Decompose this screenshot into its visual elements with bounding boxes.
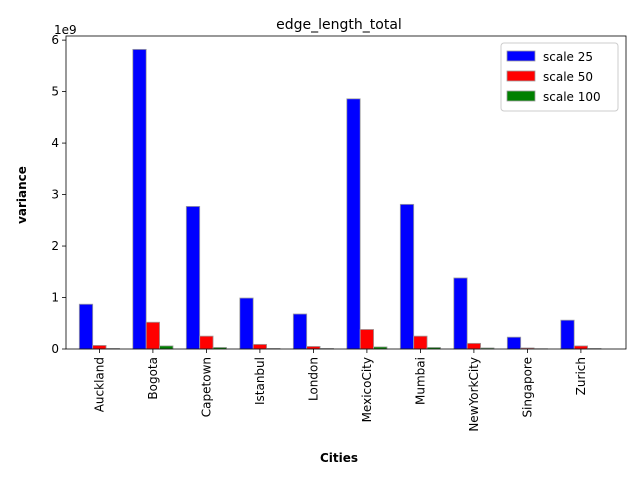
legend-swatch bbox=[507, 71, 535, 81]
x-tick-label: Auckland bbox=[92, 357, 106, 412]
y-tick-label: 0 bbox=[51, 342, 59, 356]
y-axis-label: variance bbox=[15, 166, 29, 224]
x-tick-label: Zurich bbox=[574, 357, 588, 395]
legend: scale 25 scale 50 scale 100 bbox=[501, 43, 618, 111]
x-tick-label: MexicoCity bbox=[360, 357, 374, 422]
legend-swatch bbox=[507, 51, 535, 61]
bar-scale-50-zurich bbox=[574, 346, 587, 349]
bar-scale-25-bogota bbox=[133, 49, 146, 349]
y-tick-label: 2 bbox=[51, 239, 59, 253]
bar-scale-25-auckland bbox=[79, 304, 92, 349]
bar-scale-25-zurich bbox=[561, 320, 574, 349]
y-tick-label: 1 bbox=[51, 291, 59, 305]
x-tick-label: NewYorkCity bbox=[467, 357, 481, 432]
chart-title: edge_length_total bbox=[276, 17, 402, 33]
bar-scale-50-auckland bbox=[93, 345, 106, 349]
legend-label: scale 25 bbox=[543, 50, 593, 64]
bar-scale-25-mumbai bbox=[400, 204, 413, 349]
y-tick-label: 3 bbox=[51, 188, 59, 202]
bar-scale-50-bogota bbox=[146, 322, 159, 349]
x-tick-label: Capetown bbox=[199, 357, 213, 417]
legend-label: scale 50 bbox=[543, 70, 593, 84]
x-tick-label: Bogota bbox=[146, 357, 160, 400]
bar-scale-50-mexicocity bbox=[360, 329, 373, 349]
legend-label: scale 100 bbox=[543, 90, 601, 104]
y-multiplier-label: 1e9 bbox=[54, 23, 77, 37]
x-tick-label: Singapore bbox=[520, 357, 534, 418]
bar-scale-50-istanbul bbox=[253, 344, 266, 349]
legend-swatch bbox=[507, 91, 535, 101]
bar-scale-50-capetown bbox=[200, 336, 213, 349]
bar-scale-100-bogota bbox=[160, 346, 173, 349]
x-axis-label: Cities bbox=[320, 451, 358, 465]
bar-scale-50-newyorkcity bbox=[467, 343, 480, 349]
y-tick-label: 4 bbox=[51, 136, 59, 150]
x-tick-label: Mumbai bbox=[413, 357, 427, 405]
bar-scale-25-mexicocity bbox=[347, 99, 360, 349]
bar-scale-25-london bbox=[293, 314, 306, 349]
x-tick-label: London bbox=[306, 357, 320, 401]
bar-scale-25-singapore bbox=[507, 337, 520, 349]
bar-scale-25-newyorkcity bbox=[454, 278, 467, 349]
x-tick-label: Istanbul bbox=[253, 357, 267, 405]
y-tick-label: 5 bbox=[51, 85, 59, 99]
bar-scale-25-istanbul bbox=[240, 298, 253, 349]
bar-scale-50-mumbai bbox=[414, 336, 427, 349]
bar-scale-25-capetown bbox=[186, 206, 199, 349]
